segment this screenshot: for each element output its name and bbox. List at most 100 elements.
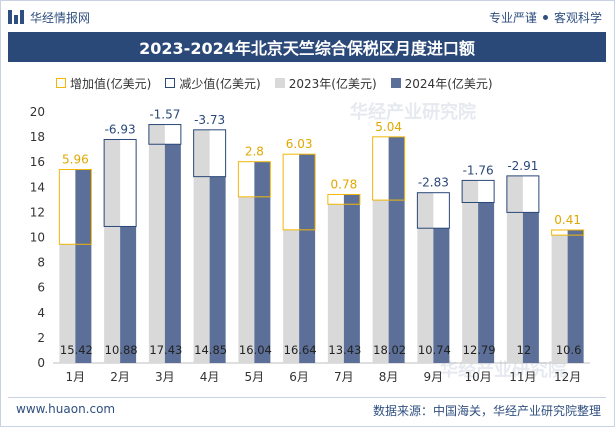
legend-item-increase: 增加值(亿美元) [56,75,151,92]
change-box-increase [372,136,406,201]
bar-2023 [148,124,165,363]
change-box-increase [327,193,361,205]
change-label: 5.96 [62,152,89,166]
legend-label-2024: 2024年(亿美元) [404,76,493,91]
y-tick-label: 10 [30,231,45,245]
bar-value-label: 10.74 [418,343,451,357]
change-box-decrease [416,192,450,229]
x-tick-label: 8月 [379,370,399,384]
bar-2024 [567,229,584,363]
y-tick-label: 8 [37,256,45,270]
bar-value-label: 16.64 [284,343,317,357]
change-label: 0.78 [331,177,358,191]
change-box-decrease [103,138,137,227]
y-tick-label: 20 [30,105,45,119]
bar-2023 [193,129,210,363]
bar-2024 [120,226,137,363]
bar-2024 [164,144,181,363]
y-tick-label: 14 [30,180,45,194]
legend-swatch-decrease [165,78,176,88]
x-tick-label: 7月 [334,370,354,384]
footer-divider [8,397,606,398]
legend-label-increase: 增加值(亿美元) [70,76,152,91]
change-label: 0.41 [554,213,581,227]
tagline-2: 客观科学 [553,10,602,25]
y-tick-label: 6 [37,281,45,295]
change-box-decrease [461,179,495,203]
y-tick-label: 2 [37,331,45,345]
bar-2024 [75,169,92,363]
x-tick-label: 4月 [200,370,220,384]
legend-label-2023: 2023年(亿美元) [288,76,377,91]
bar-2023 [551,235,568,363]
bar-2024 [299,154,316,363]
x-tick-label: 12月 [554,370,581,384]
change-label: -1.76 [463,163,494,177]
chart-legend: 增加值(亿美元) 减少值(亿美元) 2023年(亿美元) 2024年(亿美元) [56,74,507,92]
x-tick-label: 2月 [110,370,130,384]
change-box-decrease [506,175,540,213]
change-label: -1.57 [149,108,180,122]
legend-swatch-2024 [390,78,401,88]
bar-2023 [417,192,434,363]
footer-source: 数据来源：中国海关，华经产业研究院整理 [372,404,601,418]
logo-bars-icon [8,10,24,24]
logo-text: 华经情报网 [30,10,91,25]
legend-item-decrease: 减少值(亿美元) [165,75,261,92]
bar-2023 [462,180,479,363]
y-tick-label: 16 [30,155,45,169]
bar-2024 [254,161,271,363]
y-tick-label: 0 [37,356,45,370]
bar-value-label: 16.04 [239,343,272,357]
y-tick-label: 4 [37,306,45,320]
x-tick-label: 3月 [155,370,175,384]
dot-icon [542,14,548,20]
change-box-increase [237,161,271,198]
bar-value-label: 17.43 [149,343,182,357]
bar-value-label: 13.43 [328,343,361,357]
bar-2023 [283,229,300,363]
bar-value-label: 12.79 [463,343,496,357]
change-label: 6.03 [286,137,313,151]
legend-swatch-2023 [274,78,285,88]
legend-label-decrease: 减少值(亿美元) [179,76,261,91]
bar-value-label: 12 [517,343,532,357]
y-tick-label: 18 [30,130,45,144]
bar-2024 [522,212,539,363]
bar-value-label: 10.88 [105,343,138,357]
bar-2024 [478,202,495,363]
legend-item-2024: 2024年(亿美元) [390,75,493,92]
change-label: -2.83 [418,176,449,190]
logo: 华经情报网 [8,6,90,28]
x-tick-label: 6月 [289,370,309,384]
tagline: 专业严谨 客观科学 [489,6,602,28]
x-tick-label: 5月 [245,370,265,384]
bar-value-label: 18.02 [373,343,406,357]
legend-item-2023: 2023年(亿美元) [274,75,377,92]
change-label: -2.91 [507,159,538,173]
bar-2023 [372,200,389,363]
top-bar: 华经情报网 专业严谨 客观科学 [8,6,606,28]
x-tick-label: 1月 [66,370,86,384]
bar-value-label: 10.6 [556,343,582,357]
bar-2024 [343,194,360,363]
y-tick-label: 12 [30,205,45,219]
bar-2023 [59,244,76,363]
footer-url: www.huaon.com [16,402,116,416]
change-box-increase [58,168,92,245]
chart-title-bar: 2023-2024年北京天竺综合保税区月度进口额 [8,32,606,62]
tagline-1: 专业严谨 [488,10,537,25]
change-label: -6.93 [105,122,136,136]
chart-title: 2023-2024年北京天竺综合保税区月度进口额 [139,39,475,58]
bar-value-label: 15.42 [60,343,93,357]
x-tick-label: 11月 [509,370,536,384]
bar-2023 [104,139,121,363]
x-tick-label: 10月 [464,370,491,384]
change-box-decrease [193,129,227,178]
change-box-increase [282,153,316,231]
change-label: -3.73 [194,113,225,127]
bar-value-label: 14.85 [194,343,227,357]
bar-2023 [506,175,523,363]
bar-2024 [388,136,405,363]
